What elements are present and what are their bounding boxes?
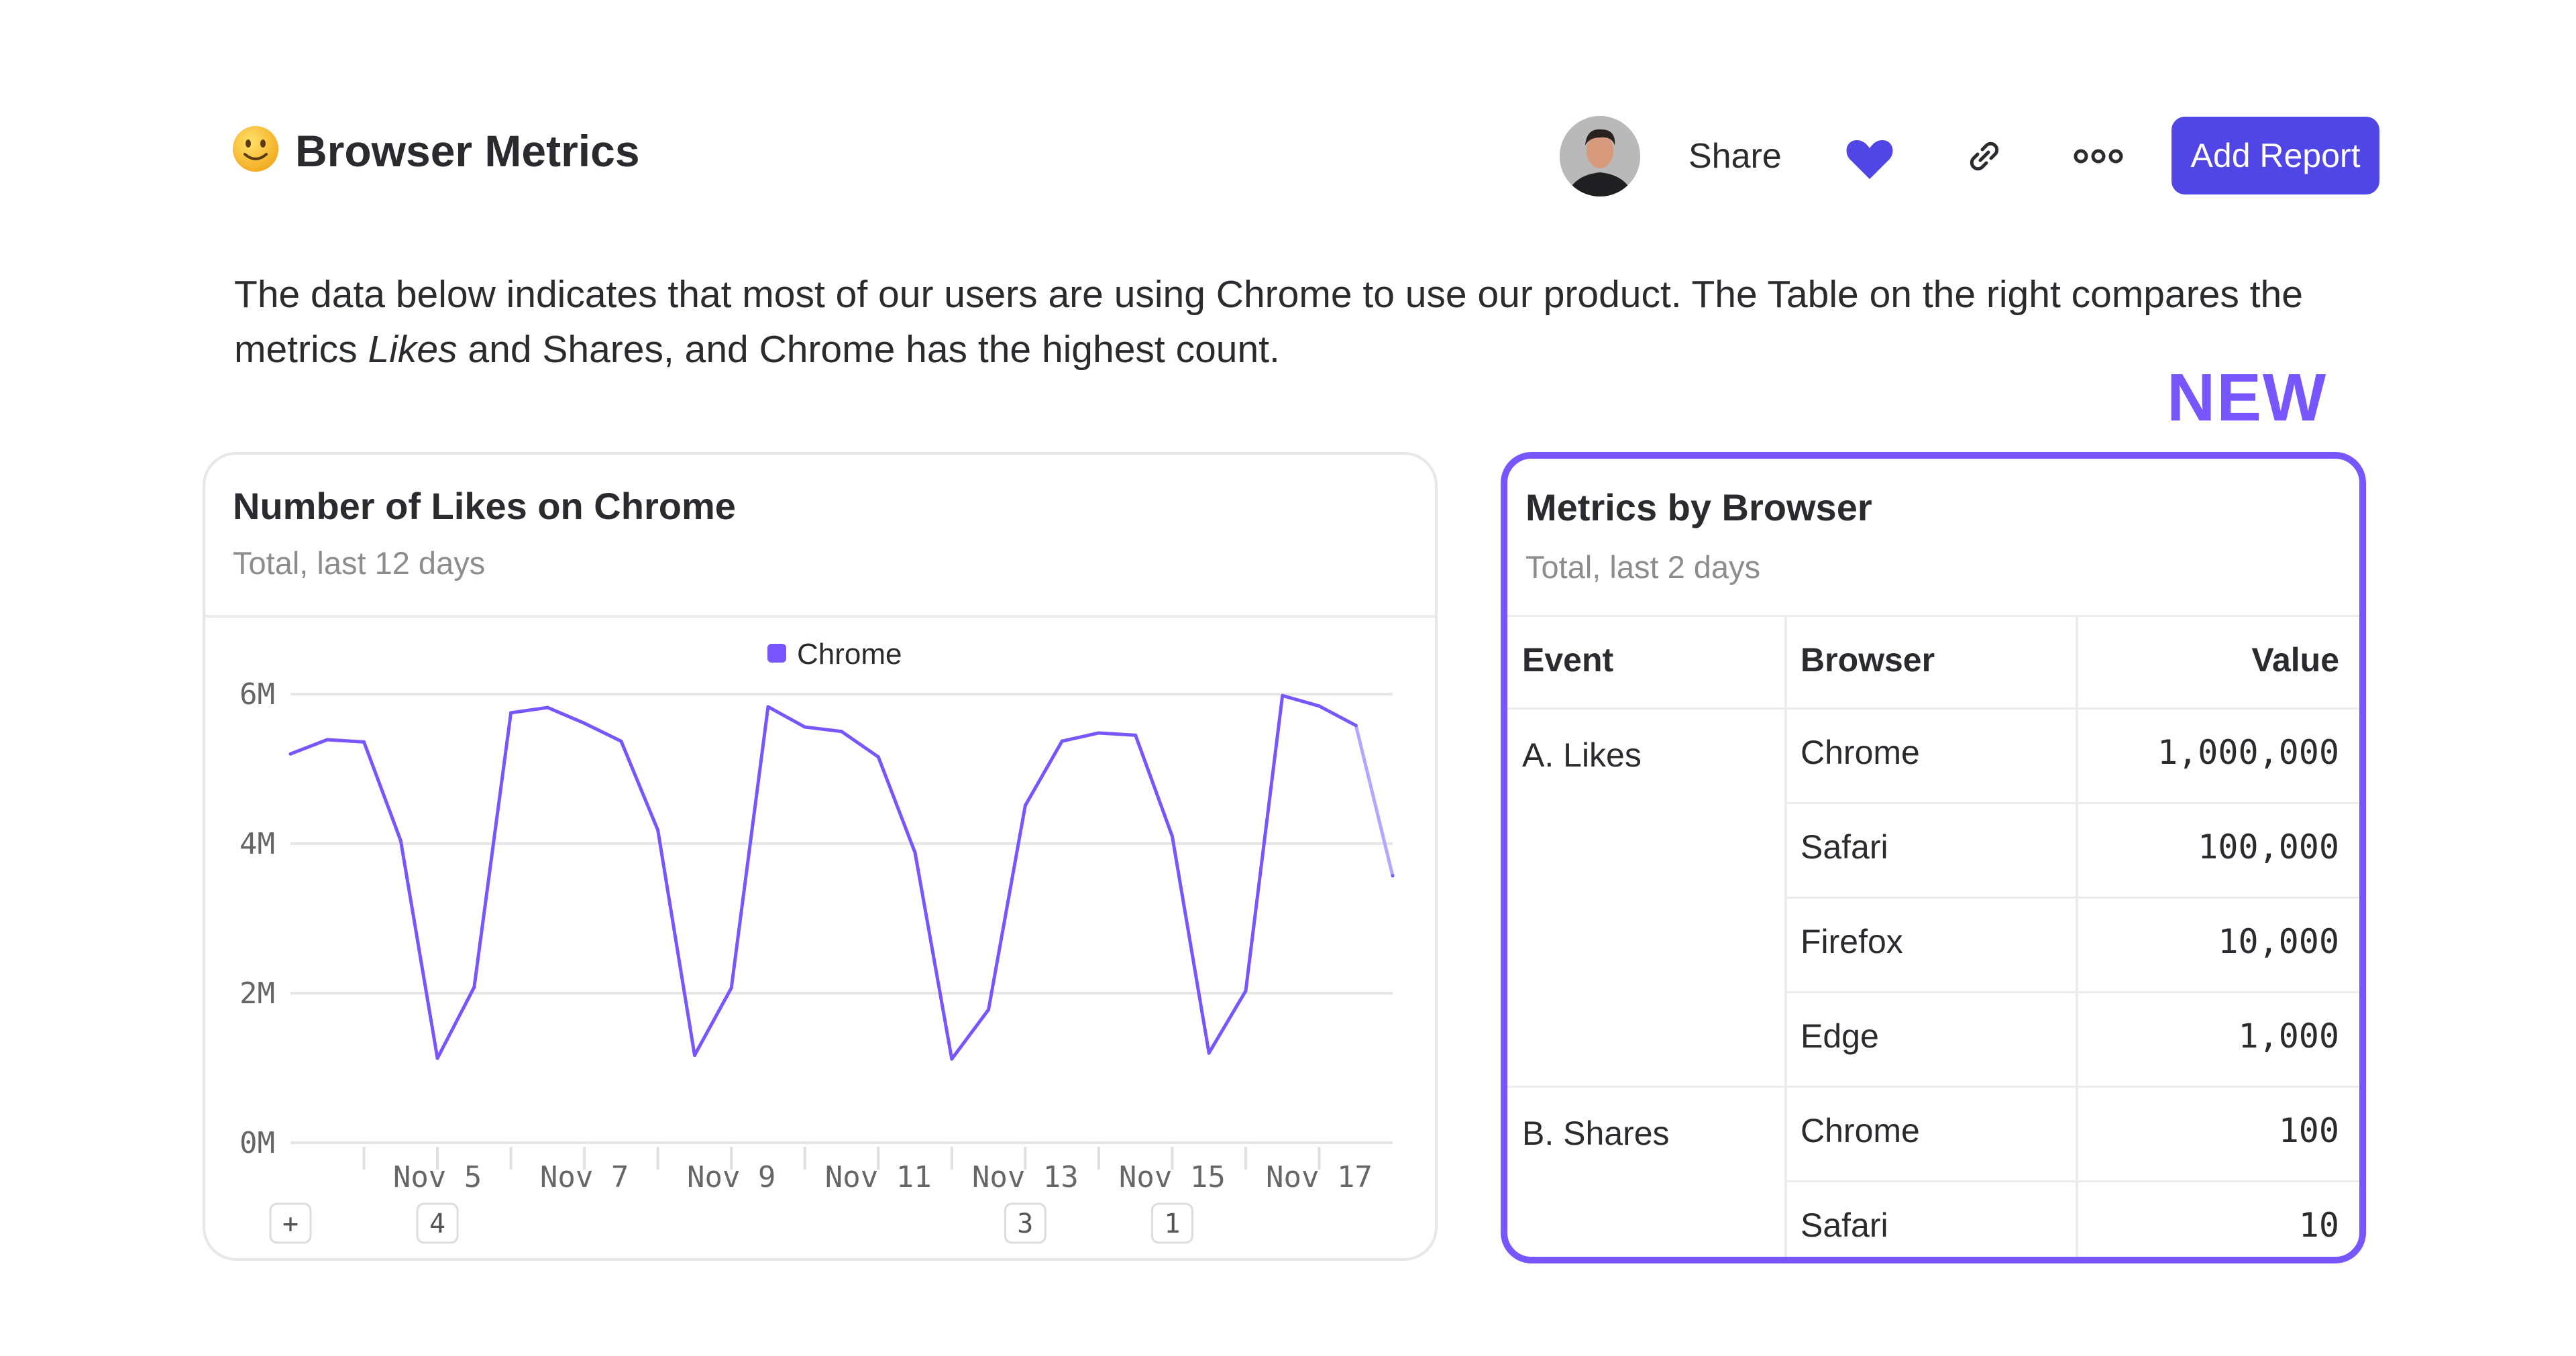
add-report-button[interactable]: Add Report [2171,117,2379,194]
smiley-emoji-icon [233,126,278,172]
event-cell: B. Shares [1522,1115,1670,1152]
column-header-value[interactable]: Value [2251,641,2339,679]
link-icon[interactable] [1964,136,2004,176]
user-photo-icon [1560,116,1640,196]
avatar[interactable] [1560,116,1640,196]
value-cell: 100 [2278,1111,2339,1150]
heart-icon[interactable] [1845,137,1894,180]
value-cell: 10,000 [2218,922,2339,961]
share-button[interactable]: Share [1688,137,1782,176]
row-divider [1784,1180,2359,1182]
table-top-border [1507,615,2359,617]
value-cell: 100,000 [2198,828,2339,866]
row-divider [1784,991,2359,993]
browser-cell: Safari [1801,1206,1888,1244]
value-cell: 1,000 [2238,1017,2339,1056]
card-divider [205,615,1435,618]
header-bottom-border [1507,708,2359,710]
description-part-2: and Shares, and Chrome has the highest c… [457,328,1280,371]
column-header-event[interactable]: Event [1522,641,1614,679]
value-cell: 1,000,000 [2157,733,2339,772]
browser-cell: Safari [1801,828,1888,866]
column-divider [1784,615,1787,1257]
column-divider [2076,615,2078,1257]
browser-cell: Chrome [1801,1112,1920,1149]
browser-cell: Firefox [1801,923,1903,960]
chart-card-title[interactable]: Number of Likes on Chrome [233,485,736,527]
chart-card-subtitle: Total, last 12 days [233,545,486,581]
new-badge: NEW [2167,360,2328,435]
browser-cell: Chrome [1801,734,1920,771]
page-title: Browser Metrics [295,126,640,176]
row-divider [1784,1086,2359,1088]
description-italic: Likes [368,328,458,371]
table-card-subtitle: Total, last 2 days [1525,549,1761,585]
value-cell: 10 [2298,1206,2339,1245]
event-cell: A. Likes [1522,736,1642,774]
row-divider [1784,802,2359,804]
column-header-browser[interactable]: Browser [1801,641,1935,679]
browser-cell: Edge [1801,1017,1879,1055]
more-options-icon[interactable] [2073,146,2124,166]
description-part-1: The data below indicates that most of ou… [234,273,2303,371]
table-card-title[interactable]: Metrics by Browser [1525,486,1872,528]
row-divider [1784,897,2359,899]
group-divider [1507,1086,1784,1088]
description-text: The data below indicates that most of ou… [234,267,2381,377]
metrics-table-card: Metrics by Browser Total, last 2 days Ev… [1501,452,2366,1263]
